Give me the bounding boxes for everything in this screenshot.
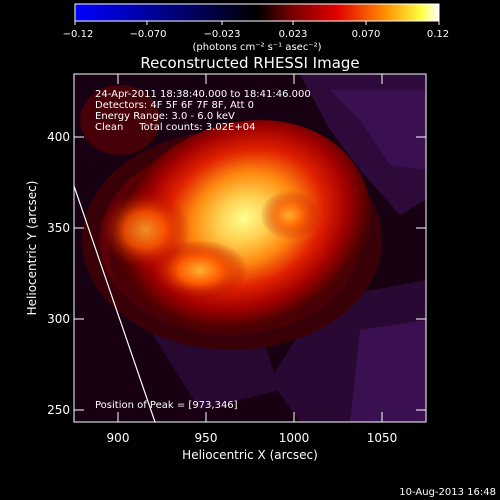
colorbar-tick-label: −0.12	[63, 29, 94, 40]
colorbar-tick-label: −0.070	[129, 29, 166, 40]
x-axis-label: Heliocentric X (arcsec)	[182, 448, 318, 462]
peak-position-label: Position of Peak = [973,346]	[95, 400, 238, 411]
solar-limb-line	[74, 185, 156, 422]
info-line-detectors: Detectors: 4F 5F 6F 7F 8F, Att 0	[95, 100, 254, 111]
x-tick-label: 900	[107, 431, 130, 445]
colorbar-ticks	[74, 21, 440, 25]
y-axis-ticks	[74, 136, 426, 411]
x-tick-label: 950	[195, 431, 218, 445]
plot-title: Reconstructed RHESSI Image	[140, 54, 359, 72]
y-axis-label: Heliocentric Y (arcsec)	[25, 181, 39, 316]
colorbar-unit-label: (photons cm⁻² s⁻¹ asec⁻²)	[192, 42, 321, 53]
x-tick-label: 1000	[279, 431, 310, 445]
info-line-clean: Clean Total counts: 3.02E+04	[95, 122, 255, 133]
y-tick-label: 300	[47, 312, 70, 326]
colorbar-tick-label: 0.070	[352, 29, 381, 40]
y-tick-label: 400	[47, 130, 70, 144]
colorbar-tick-label: 0.12	[427, 29, 449, 40]
footer-timestamp: 10-Aug-2013 16:48	[399, 487, 496, 498]
plot-frame	[73, 73, 427, 423]
x-tick-label: 1050	[367, 431, 398, 445]
info-line-energy: Energy Range: 3.0 - 6.0 keV	[95, 111, 235, 122]
y-tick-label: 350	[47, 221, 70, 235]
colorbar-tick-label: −0.023	[203, 29, 240, 40]
colorbar-tick-label: 0.023	[279, 29, 308, 40]
info-line-time: 24-Apr-2011 18:38:40.000 to 18:41:46.000	[95, 89, 311, 100]
colorbar	[74, 3, 440, 22]
rhessi-image	[74, 74, 426, 422]
x-axis-ticks	[117, 74, 383, 422]
y-tick-label: 250	[47, 403, 70, 417]
